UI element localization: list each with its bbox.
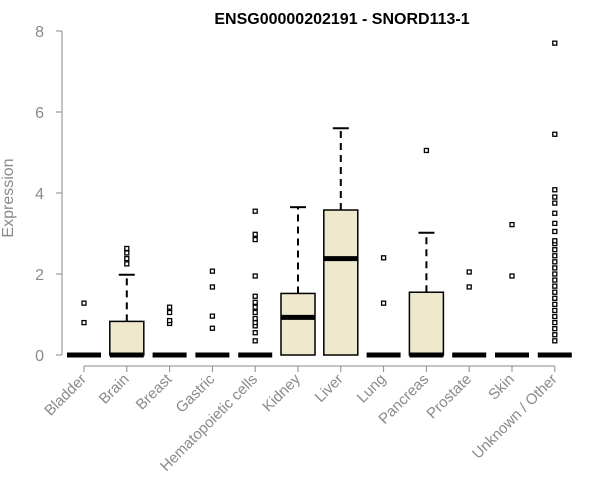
outlier-point bbox=[552, 338, 558, 344]
outlier-point bbox=[380, 255, 387, 261]
outlier-point bbox=[552, 194, 558, 200]
x-tick-label: Liver bbox=[312, 371, 347, 406]
outlier-point bbox=[209, 325, 216, 331]
outlier-point bbox=[252, 315, 258, 322]
chart-title: ENSG00000202191 - SNORD113-1 bbox=[214, 11, 469, 28]
outlier-point bbox=[124, 245, 130, 252]
box-hematopoietic-cells bbox=[238, 208, 273, 358]
outlier-point bbox=[552, 332, 558, 338]
outlier-point bbox=[509, 273, 515, 279]
outlier-point bbox=[252, 299, 258, 306]
outlier-point bbox=[552, 238, 558, 244]
box-prostate bbox=[452, 269, 487, 358]
outlier-point bbox=[552, 265, 558, 271]
outlier-point bbox=[380, 300, 387, 306]
outlier-point bbox=[552, 228, 558, 235]
y-tick-label: 8 bbox=[35, 24, 44, 41]
outlier-point bbox=[252, 208, 258, 214]
outlier-point bbox=[466, 284, 472, 290]
outlier-point bbox=[552, 253, 558, 259]
y-tick-label: 4 bbox=[35, 186, 44, 203]
box-iqr bbox=[408, 291, 445, 356]
box-brain bbox=[109, 245, 145, 358]
outlier-point bbox=[423, 147, 430, 154]
outlier-point bbox=[252, 231, 258, 237]
outlier-point bbox=[552, 326, 558, 332]
box-unknown-other bbox=[537, 40, 572, 358]
outlier-point bbox=[166, 317, 173, 324]
x-tick-label: Prostate bbox=[423, 371, 475, 423]
outlier-point bbox=[166, 309, 173, 316]
outlier-point bbox=[552, 319, 558, 326]
outlier-point bbox=[252, 309, 258, 316]
outlier-point bbox=[209, 284, 216, 290]
outlier-point bbox=[552, 40, 558, 46]
box-pancreas bbox=[408, 147, 445, 358]
x-tick-label: Breast bbox=[133, 370, 176, 413]
outlier-point bbox=[552, 283, 558, 289]
y-tick-label: 2 bbox=[35, 267, 44, 284]
box-kidney bbox=[280, 206, 316, 356]
outlier-point bbox=[252, 319, 258, 326]
box-series bbox=[67, 40, 572, 358]
outlier-point bbox=[252, 338, 258, 344]
y-axis: 0 2 4 6 8 bbox=[35, 24, 63, 365]
outlier-point bbox=[124, 255, 130, 262]
box-breast bbox=[152, 304, 187, 358]
outlier-point bbox=[552, 289, 558, 295]
outlier-point bbox=[252, 293, 258, 299]
outlier-point bbox=[81, 300, 87, 306]
box-liver bbox=[323, 127, 359, 356]
outlier-point bbox=[552, 200, 558, 206]
outlier-point bbox=[552, 307, 558, 314]
outlier-point bbox=[552, 271, 558, 277]
box-bladder bbox=[67, 300, 101, 358]
outlier-point bbox=[124, 250, 130, 256]
outlier-point bbox=[209, 268, 216, 274]
outlier-point bbox=[552, 259, 558, 265]
y-tick-label: 0 bbox=[35, 348, 44, 365]
outlier-point bbox=[252, 304, 258, 310]
outlier-point bbox=[552, 295, 558, 301]
box-skin bbox=[495, 221, 529, 358]
outlier-point bbox=[552, 220, 558, 227]
x-tick-label: Bladder bbox=[41, 371, 90, 420]
outlier-point bbox=[552, 313, 558, 320]
outlier-point bbox=[552, 131, 558, 137]
outlier-point bbox=[509, 221, 515, 228]
y-axis-label: Expression bbox=[0, 158, 17, 237]
outlier-point bbox=[552, 301, 558, 308]
outlier-point bbox=[124, 261, 130, 267]
outlier-point bbox=[552, 187, 558, 193]
outlier-point bbox=[166, 304, 173, 310]
outlier-point bbox=[81, 319, 87, 326]
outlier-point bbox=[466, 269, 472, 275]
x-tick-label: Lung bbox=[354, 371, 390, 407]
box-iqr bbox=[323, 209, 359, 356]
outlier-point bbox=[252, 273, 258, 279]
outlier-point bbox=[552, 247, 558, 253]
x-tick-label: Brain bbox=[96, 371, 133, 408]
outlier-point bbox=[552, 277, 558, 283]
x-tick-label: Kidney bbox=[259, 370, 304, 415]
outlier-point bbox=[209, 313, 216, 319]
box-lung bbox=[366, 255, 401, 358]
box-iqr bbox=[109, 320, 145, 356]
outlier-point bbox=[252, 236, 258, 243]
outlier-point bbox=[552, 210, 558, 216]
y-tick-label: 6 bbox=[35, 105, 44, 122]
box-iqr bbox=[280, 292, 316, 356]
x-tick-label: Skin bbox=[485, 371, 518, 404]
outlier-point bbox=[252, 330, 258, 336]
box-gastric bbox=[195, 268, 230, 358]
